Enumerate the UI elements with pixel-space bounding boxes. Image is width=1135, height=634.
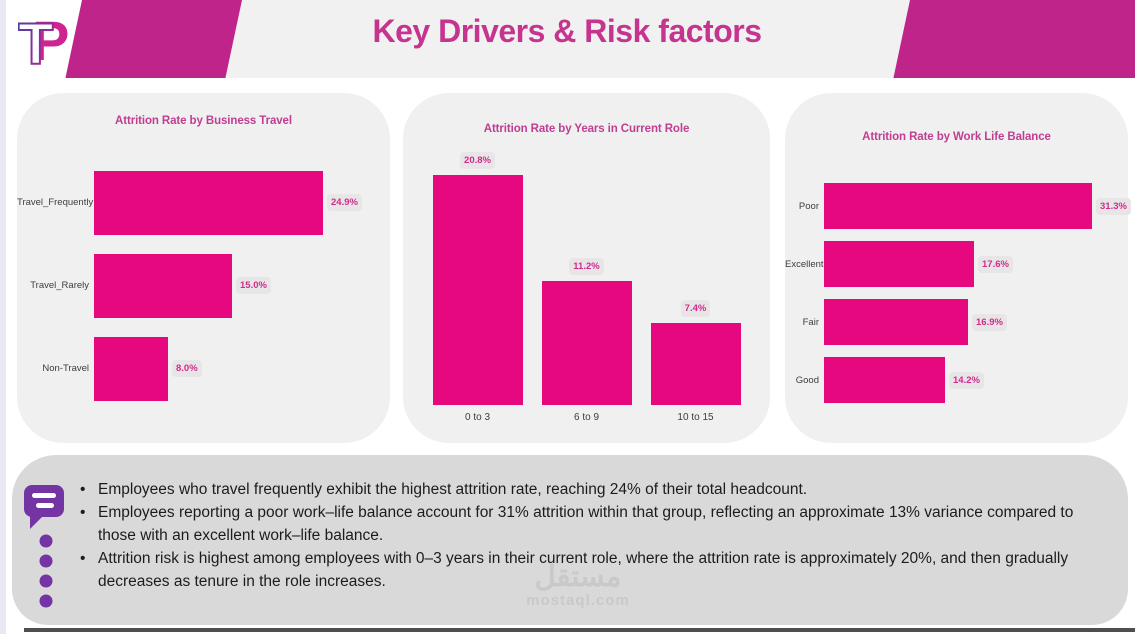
insight-bullet-list: Employees who travel frequently exhibit …: [12, 455, 1128, 593]
bar: [824, 299, 968, 345]
category-label: Non-Travel: [42, 363, 89, 374]
category-label: Travel_Rarely: [30, 280, 89, 291]
bar: [432, 175, 523, 405]
category-label: Travel_Frequently: [17, 197, 94, 208]
bar: [94, 170, 323, 235]
chart-title-years-in-role: Attrition Rate by Years in Current Role: [483, 123, 690, 135]
bar-plot-work-life-balance: Poor 31.3% Excellent 17.6% Fair 16.9% Good 14.2…: [785, 177, 1131, 409]
bar-area: 31.3%: [824, 183, 1131, 229]
category-label: Excellent: [785, 258, 824, 270]
value-label: 8.0%: [172, 360, 202, 377]
category-label: Fair: [802, 316, 819, 328]
chart-column: 11.2% 6 to 9: [532, 258, 641, 429]
bar: [824, 241, 974, 287]
axis-label: 0 to 3: [464, 411, 491, 423]
bar-area: 16.9%: [824, 299, 1128, 345]
chart-row: Excellent 17.6%: [785, 235, 1128, 293]
value-label: 16.9%: [972, 313, 1007, 331]
chart-title-work-life-balance: Attrition Rate by Work Life Balance: [862, 131, 1051, 143]
chart-row: Fair 16.9%: [785, 293, 1128, 351]
value-label: 20.8%: [460, 152, 495, 169]
bar: [824, 183, 1092, 229]
insights-panel: مستقل mostaql.com Employees who travel f…: [12, 455, 1128, 625]
bar-area: 8.0%: [94, 336, 390, 401]
company-logo: P T: [18, 9, 68, 73]
chart-row: Poor 31.3%: [785, 177, 1131, 235]
chart-row: Travel_Rarely 15.0%: [17, 244, 390, 327]
chart-card-business-travel: Attrition Rate by Business Travel Travel…: [17, 93, 390, 443]
chat-bubble-icon: [24, 485, 64, 608]
header: P T Key Drivers & Risk factors: [6, 0, 1135, 78]
bar: [94, 253, 232, 318]
logo-letter-p: P: [32, 9, 68, 72]
bar: [94, 336, 168, 401]
chart-row: Non-Travel 8.0%: [17, 327, 390, 410]
insight-bullet: Employees reporting a poor work–life bal…: [80, 501, 1104, 547]
value-label: 15.0%: [236, 277, 271, 294]
value-label: 17.6%: [978, 255, 1013, 273]
chart-column: 20.8% 0 to 3: [423, 152, 532, 429]
value-label: 7.4%: [680, 300, 711, 317]
left-edge-strip: [0, 0, 6, 634]
logo-letter-t: T: [18, 12, 53, 73]
category-label: Poor: [798, 200, 819, 212]
category-label: Good: [795, 374, 819, 386]
bar-area: 17.6%: [824, 241, 1128, 287]
value-label: 11.2%: [569, 258, 604, 275]
axis-label: 10 to 15: [677, 411, 714, 423]
accent-parallelogram-right: [893, 0, 1135, 78]
bar-area: 14.2%: [824, 357, 1128, 403]
bar-area: 24.9%: [94, 170, 390, 235]
charts-row: Attrition Rate by Business Travel Travel…: [0, 93, 1135, 443]
bar: [824, 357, 945, 403]
watermark-url: mostaql.com: [526, 592, 630, 609]
chart-card-years-in-role: Attrition Rate by Years in Current Role …: [403, 93, 770, 443]
chart-column: 7.4% 10 to 15: [641, 300, 750, 429]
insight-bullet: Attrition risk is highest among employee…: [80, 547, 1104, 593]
bar-area: 15.0%: [94, 253, 390, 318]
value-label: 24.9%: [327, 194, 362, 211]
bar-plot-years-in-role: 20.8% 0 to 3 11.2% 6 to 9 7.4% 10 to 15: [403, 149, 770, 429]
bottom-border: [24, 628, 1135, 632]
bar: [541, 281, 632, 405]
insight-bullet: Employees who travel frequently exhibit …: [80, 478, 1104, 501]
accent-parallelogram-left: [65, 0, 242, 78]
chart-title-business-travel: Attrition Rate by Business Travel: [115, 115, 292, 127]
page-title: Key Drivers & Risk factors: [372, 13, 762, 49]
axis-label: 6 to 9: [573, 411, 600, 423]
bar-plot-business-travel: Travel_Frequently 24.9% Travel_Rarely 15.0%…: [17, 161, 390, 410]
value-label: 31.3%: [1096, 197, 1131, 215]
chart-row: Travel_Frequently 24.9%: [17, 161, 390, 244]
value-label: 14.2%: [949, 371, 984, 389]
chart-card-work-life-balance: Attrition Rate by Work Life Balance Poor…: [785, 93, 1131, 443]
chart-row: Good 14.2%: [785, 351, 1128, 409]
bar: [650, 323, 741, 405]
header-band: [200, 0, 916, 78]
